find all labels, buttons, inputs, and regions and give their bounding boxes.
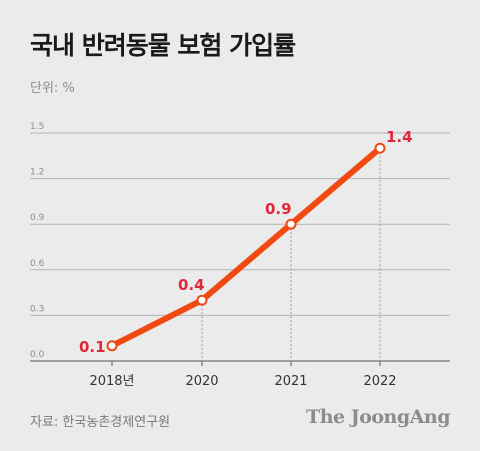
- y-tick-labels: 0.0 0.3 0.6 0.9 1.2 1.5: [30, 122, 45, 360]
- x-tick-label: 2018년: [89, 374, 134, 389]
- y-tick-label: 0.3: [30, 304, 44, 314]
- source-note: 자료: 한국농촌경제연구원: [30, 415, 171, 430]
- x-tick-label: 2022: [363, 374, 396, 389]
- y-tick-label: 0.0: [30, 350, 45, 360]
- data-label: 0.4: [178, 276, 205, 294]
- data-point: [374, 142, 386, 154]
- series-line-layer: [109, 145, 383, 349]
- brand-logo: The JoongAng: [306, 406, 450, 428]
- data-point: [106, 340, 118, 352]
- x-tick-label: 2020: [185, 374, 218, 389]
- data-label: 0.9: [265, 200, 292, 218]
- vertical-guides: [201, 148, 381, 361]
- y-tick-label: 1.2: [30, 168, 44, 178]
- data-points: [106, 142, 386, 352]
- x-tick-label: 2021: [274, 374, 307, 389]
- data-point: [285, 218, 297, 230]
- gridlines: [30, 132, 450, 316]
- x-axis: [30, 360, 450, 366]
- chart-title: 국내 반려동물 보험 가입률: [30, 31, 296, 60]
- unit-label: 단위: %: [30, 81, 75, 96]
- x-tick-labels: 2018년 2020 2021 2022: [89, 374, 396, 389]
- data-point: [196, 294, 208, 306]
- series-line: [109, 145, 383, 349]
- data-label: 1.4: [386, 128, 413, 146]
- y-tick-label: 1.5: [30, 122, 44, 132]
- y-tick-label: 0.9: [30, 213, 45, 223]
- y-tick-label: 0.6: [30, 259, 45, 269]
- data-label: 0.1: [79, 338, 106, 356]
- data-labels: 0.1 0.4 0.9 1.4: [79, 128, 413, 356]
